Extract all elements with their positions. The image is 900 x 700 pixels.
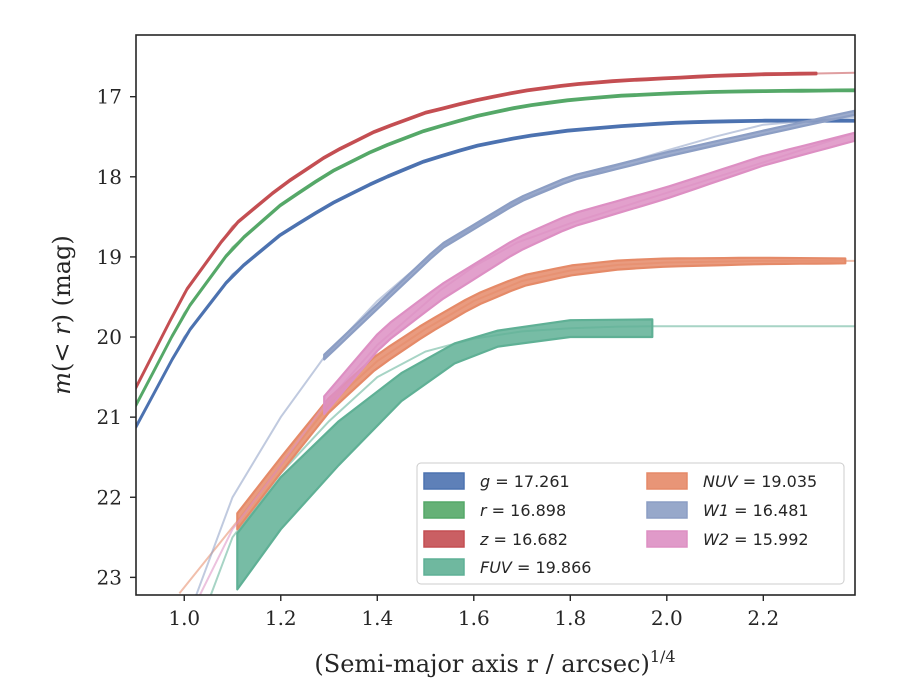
y-axis-label-part: (< <box>48 335 76 372</box>
x-tick-label: 1.2 <box>265 606 297 630</box>
y-axis-label-part: ) (mag) <box>48 235 76 323</box>
legend-item-g: g = 17.261 <box>423 472 570 491</box>
y-tick-label: 17 <box>97 85 122 109</box>
x-axis-label: (Semi-major axis r / arcsec)1/4 <box>314 647 675 678</box>
legend-frame <box>416 462 845 585</box>
legend-item-W1: W1 = 16.481 <box>646 501 809 520</box>
series-W2 <box>198 131 855 595</box>
y-tick-label: 22 <box>97 485 122 509</box>
legend-swatch <box>423 501 465 519</box>
legend-value: = 17.261 <box>490 472 570 491</box>
y-tick-label: 19 <box>97 245 122 269</box>
series-z <box>136 71 855 390</box>
legend-value: = 19.866 <box>512 558 592 577</box>
y-axis-label-part: r <box>48 322 76 335</box>
legend-value: = 16.481 <box>729 501 809 520</box>
legend-band: z <box>479 530 489 549</box>
legend-label: FUV = 19.866 <box>480 558 591 577</box>
legend-value: = 16.898 <box>487 501 567 520</box>
series-layer <box>136 71 855 595</box>
y-tick-label: 20 <box>97 325 122 349</box>
legend-swatch <box>646 530 688 548</box>
legend-label: r = 16.898 <box>480 501 566 520</box>
legend-label: W1 = 16.481 <box>703 501 809 520</box>
x-tick-label: 1.4 <box>361 606 393 630</box>
legend-band: r <box>480 501 488 520</box>
observed-band <box>136 118 855 429</box>
x-tick-label: 2.2 <box>747 606 779 630</box>
legend-band: g <box>480 472 490 491</box>
y-tick-label: 21 <box>97 405 122 429</box>
legend-swatch <box>646 472 688 490</box>
legend-swatch <box>423 530 465 548</box>
x-axis-label-exponent: 1/4 <box>650 647 676 666</box>
observed-band <box>323 109 855 361</box>
x-tick-label: 2.0 <box>651 606 683 630</box>
x-axis: 1.0 1.2 1.4 1.6 1.8 2.0 2.2 <box>168 595 779 630</box>
legend-item-z: z = 16.682 <box>423 530 568 549</box>
series-r <box>136 88 855 407</box>
observed-band <box>136 88 855 407</box>
y-tick-label: 18 <box>97 165 122 189</box>
legend-swatch <box>423 472 465 490</box>
legend-label: W2 = 15.992 <box>703 530 809 549</box>
legend-swatch <box>423 558 465 576</box>
plot-frame <box>135 34 856 596</box>
legend-band: W1 <box>703 501 729 520</box>
observed-band <box>323 131 855 415</box>
legend-value: = 15.992 <box>729 530 809 549</box>
legend-band: NUV <box>703 472 739 491</box>
legend-label: g = 17.261 <box>480 472 570 491</box>
legend-label: z = 16.682 <box>479 530 568 549</box>
legend-item-W2: W2 = 15.992 <box>646 530 809 549</box>
x-tick-label: 1.6 <box>458 606 490 630</box>
legend-value: = 19.035 <box>738 472 818 491</box>
legend-label: NUV = 19.035 <box>703 472 817 491</box>
legend-band: FUV <box>480 558 513 577</box>
observed-band <box>236 318 654 591</box>
series-g <box>136 118 855 429</box>
y-axis: 17 18 19 20 21 22 23 <box>97 85 136 589</box>
legend-band: W2 <box>703 530 729 549</box>
series-W1 <box>195 109 855 595</box>
legend-item-NUV: NUV = 19.035 <box>646 472 817 491</box>
x-tick-label: 1.8 <box>554 606 586 630</box>
y-axis-label: m(< r) (mag) <box>48 235 76 395</box>
x-tick-label: 1.0 <box>168 606 200 630</box>
legend-value: = 16.682 <box>488 530 568 549</box>
legend-item-FUV: FUV = 19.866 <box>423 558 591 577</box>
observed-band <box>236 256 847 531</box>
observed-band <box>136 71 818 390</box>
y-tick-label: 23 <box>97 565 122 589</box>
legend-swatch <box>646 501 688 519</box>
y-axis-label-part: m <box>48 372 76 395</box>
legend-item-r: r = 16.898 <box>423 501 566 520</box>
